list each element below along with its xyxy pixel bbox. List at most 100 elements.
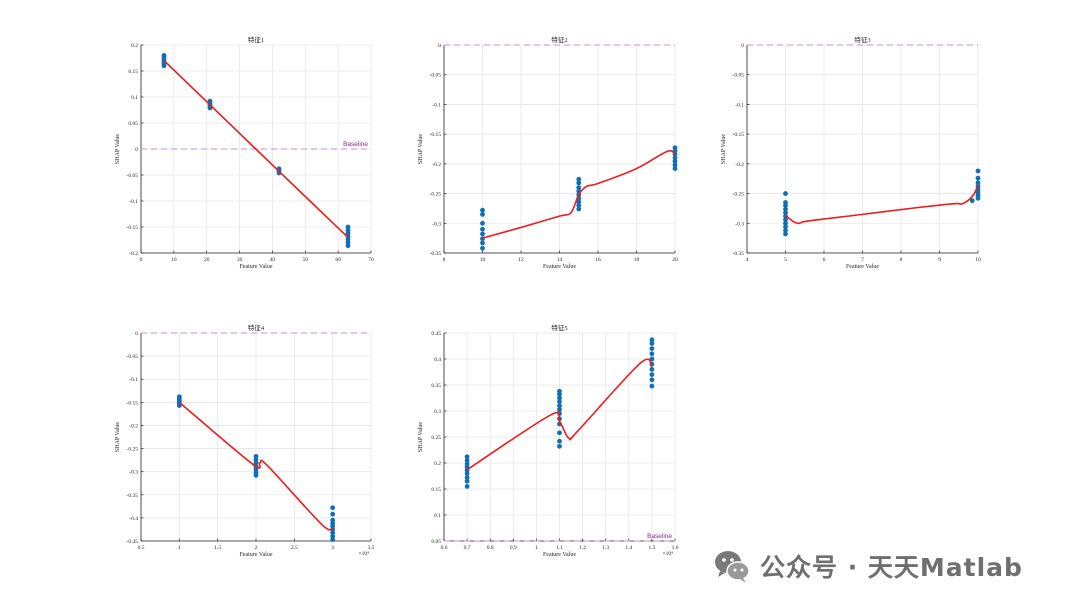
x-tick-label: 20 (204, 257, 210, 263)
x-axis-label: Feature Value (543, 264, 576, 270)
data-point (672, 159, 678, 164)
y-tick-label: -0.2 (129, 423, 138, 429)
y-tick-label: 0.3 (434, 409, 441, 415)
x-tick-label: 0.9 (510, 545, 517, 551)
data-point (464, 454, 470, 460)
x-axis-label: Feature Value (239, 552, 272, 558)
data-point (557, 388, 562, 394)
x-tick-label: 40 (270, 257, 276, 263)
x-tick-label: 14 (557, 257, 563, 263)
data-point (557, 430, 562, 436)
data-point (649, 337, 655, 343)
subplot-title: 特征1 (248, 35, 264, 44)
trend-line (482, 150, 676, 239)
y-tick-label: 0.05 (431, 539, 441, 545)
y-tick-label: 0.15 (128, 69, 138, 75)
trend-line (178, 401, 333, 531)
baseline-label: Baseline (647, 533, 672, 540)
data-point (975, 195, 981, 201)
data-point (783, 203, 788, 208)
y-tick-label: -0.3 (129, 470, 138, 476)
data-point (480, 220, 485, 226)
trend-line (163, 60, 349, 238)
data-point (649, 351, 655, 357)
data-point (480, 231, 485, 237)
data-point (480, 240, 485, 246)
data-point (464, 461, 470, 467)
data-point (480, 207, 485, 213)
subplot-title: 特征5 (551, 323, 567, 332)
data-point (253, 472, 259, 478)
x-tick-label: 30 (237, 257, 243, 263)
x-tick-label: 1.5 (214, 545, 221, 551)
x-tick-label: 1.3 (602, 545, 609, 551)
subplot-1: 0 10 20 30 40 50 60 70 -0.2 -0.15 -0.1 -0.05 0 0.05 0.… (115, 35, 374, 270)
x-tick-label: 0.7 (464, 545, 471, 551)
x-tick-label: 5 (784, 257, 787, 263)
x-tick-label: 12 (518, 257, 524, 263)
x-tick-label: 1.6 (672, 545, 679, 551)
data-point (783, 191, 788, 196)
data-point (649, 372, 655, 377)
x-tick-label: 18 (634, 257, 640, 263)
y-tick-label: 0 (135, 147, 138, 153)
y-tick-label: -0.3 (735, 221, 744, 227)
y-axis-label: SHAP Value (115, 134, 121, 165)
y-tick-label: 0.25 (431, 435, 441, 441)
y-tick-label: 0.2 (434, 461, 441, 467)
subplot-2: 8 10 12 14 16 18 20 -0.35 -0.3 -0.25 -0.2 -0.15 -0.1… (418, 35, 678, 270)
data-point (330, 537, 336, 543)
data-point (480, 245, 485, 251)
y-tick-label: -0.15 (430, 132, 442, 138)
y-tick-label: -0.05 (733, 73, 745, 79)
data-point (672, 155, 678, 161)
y-tick-label: 0.35 (431, 383, 441, 389)
y-tick-label: -0.35 (127, 493, 139, 499)
x-tick-label: 10 (975, 257, 981, 263)
y-tick-label: -0.1 (432, 102, 441, 108)
x-tick-label: 1.1 (556, 545, 563, 551)
data-point (649, 377, 655, 383)
x-tick-label: 10 (171, 257, 177, 263)
data-point (783, 220, 788, 226)
x-tick-label: 1.5 (648, 545, 655, 551)
data-point (975, 175, 981, 181)
x-tick-label: 0.5 (138, 545, 145, 551)
x-tick-label: 50 (303, 257, 309, 263)
data-point (783, 228, 788, 233)
y-tick-label: -0.35 (430, 251, 442, 257)
y-tick-label: -0.15 (127, 225, 139, 231)
x-tick-label: 10 (480, 257, 486, 263)
data-point (330, 511, 336, 517)
x-tick-label: 3 (331, 545, 334, 551)
x-tick-label: 16 (595, 257, 601, 263)
x-tick-label: 4 (746, 257, 749, 263)
x-tick-label: 6 (823, 257, 826, 263)
data-point (345, 243, 351, 249)
watermark-text: 公众号 · 天天Matlab (760, 553, 1023, 582)
y-axis-label: SHAP Value (418, 134, 424, 165)
x-tick-label: 0.6 (441, 545, 448, 551)
subplot-3: 4 5 6 7 8 9 10 -0.35 -0.3 -0.25 -0.2 -0.15 -0.1 -0.05… (721, 35, 981, 270)
y-tick-label: 0 (135, 331, 138, 337)
data-point (557, 438, 562, 444)
data-point (464, 484, 470, 489)
x-tick-label: 2.5 (291, 545, 298, 551)
data-point (649, 346, 655, 351)
data-point (576, 185, 582, 191)
data-point (480, 226, 485, 232)
x-tick-label: 9 (938, 257, 941, 263)
data-point (649, 367, 655, 372)
y-axis-label: SHAP Value (115, 422, 121, 453)
data-point (330, 505, 336, 511)
y-tick-label: 0.15 (431, 487, 441, 493)
data-point (576, 199, 582, 205)
data-point (649, 341, 655, 346)
data-point (672, 162, 678, 168)
data-point (975, 180, 981, 186)
x-tick-label: 8 (443, 257, 446, 263)
y-tick-label: -0.45 (127, 539, 139, 545)
x-tick-label: 70 (368, 257, 374, 263)
